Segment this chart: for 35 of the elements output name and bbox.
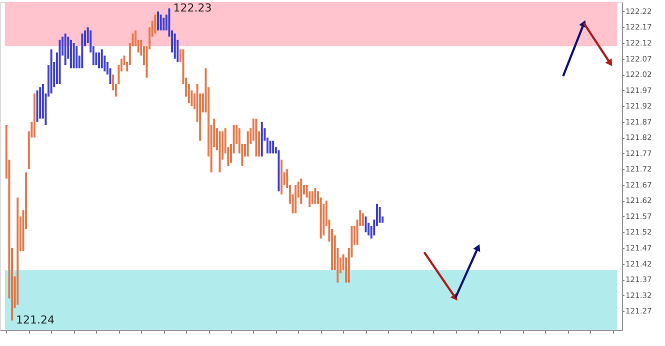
candlestick [76,46,78,68]
candlestick [157,11,159,30]
candlestick [255,118,258,157]
candlestick [70,40,72,68]
candlestick [154,14,156,34]
candlestick [378,207,381,223]
candlestick [294,184,297,214]
candlestick [218,131,221,172]
candlestick [64,34,66,66]
candlestick [174,34,176,59]
annotation: 122.23 [173,1,212,14]
candlestick [39,87,42,119]
candlestick [50,49,52,94]
candlestick [98,52,100,68]
candlestick [81,34,84,68]
candlestick [260,122,263,157]
candlestick [269,140,272,154]
candlestick [280,160,283,194]
candlestick [246,131,249,157]
candlestick [311,191,314,204]
annotation: 121.24 [16,314,55,327]
candlestick [36,90,38,122]
candlestick [272,140,274,154]
candlestick [160,14,162,30]
candlestick [300,178,302,204]
candlestick [314,188,316,204]
candlestick [162,18,165,30]
candlestick [364,216,367,232]
candlestick [100,49,103,68]
candlestick [278,150,280,192]
candlestick [33,93,36,138]
candlestick [362,213,364,226]
candlestick [16,198,19,305]
candlestick [72,43,75,68]
candlestick [58,40,61,84]
